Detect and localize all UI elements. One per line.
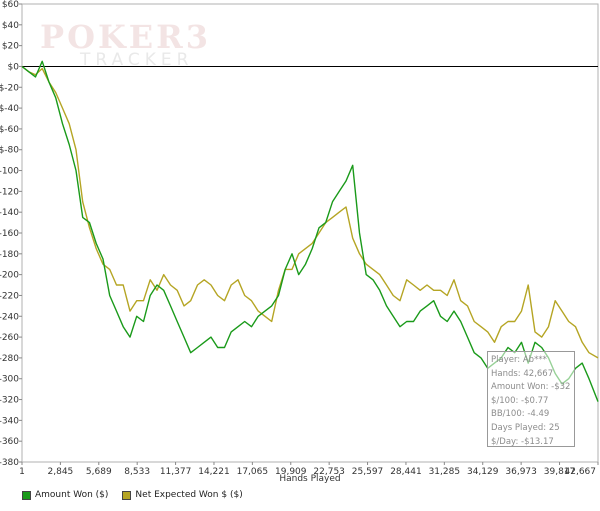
days-played: Days Played: 25 <box>491 422 560 433</box>
player-name: Player: Ab*** <box>491 355 547 365</box>
x-tick-label: 19,909 <box>275 467 307 477</box>
legend-swatch-expected-won <box>122 490 132 500</box>
y-tick-label: $-380 <box>0 458 19 468</box>
y-tick-label: $-20 <box>0 83 19 93</box>
x-tick-label: 5,689 <box>86 467 112 477</box>
x-tick-label: 22,753 <box>313 467 345 477</box>
bb-per-100: BB/100: -4.49 <box>491 409 550 420</box>
legend-label-expected-won: Net Expected Won $ ($) <box>135 490 243 500</box>
amount-won: Amount Won: -$329.33 <box>491 382 571 393</box>
chart-legend: Amount Won ($) Net Expected Won $ ($) <box>22 490 257 500</box>
y-tick-label: $40 <box>2 21 19 31</box>
player-summary-box: Player: Ab*** Hands: 42,667 Amount Won: … <box>487 351 575 447</box>
x-tick-label: 11,377 <box>160 467 192 477</box>
x-tick-label: 34,129 <box>467 467 499 477</box>
y-tick-label: $-320 <box>0 396 19 406</box>
y-tick-label: $-300 <box>0 375 19 385</box>
y-tick-label: $-60 <box>0 125 19 135</box>
hands-count: Hands: 42,667 <box>491 368 554 379</box>
y-tick-label: $-160 <box>0 229 19 239</box>
y-tick-label: $20 <box>2 42 19 52</box>
y-tick-label: $-340 <box>0 416 19 426</box>
y-tick-label: $-240 <box>0 312 19 322</box>
y-tick-label: $-140 <box>0 208 19 218</box>
x-tick-label: 31,285 <box>429 467 461 477</box>
dollars-per-day: $/Day: -$13.17 <box>491 436 554 447</box>
x-tick-label: 39,817 <box>544 467 576 477</box>
x-tick-label: 2,845 <box>48 467 74 477</box>
x-tick-label: 17,065 <box>237 467 269 477</box>
legend-item-amount-won: Amount Won ($) <box>22 490 108 500</box>
y-tick-label: $-280 <box>0 354 19 364</box>
y-tick-label: $60 <box>2 0 19 10</box>
x-tick-label: 28,441 <box>390 467 422 477</box>
x-tick-label: 14,221 <box>198 467 230 477</box>
legend-label-amount-won: Amount Won ($) <box>35 490 109 500</box>
y-tick-label: $-80 <box>0 146 19 156</box>
y-tick-label: $-220 <box>0 291 19 301</box>
dollars-per-100: $/100: -$0.77 <box>491 395 549 406</box>
x-tick-label: 1 <box>19 467 25 477</box>
y-tick-label: $-360 <box>0 437 19 447</box>
x-tick-label: 25,597 <box>352 467 384 477</box>
x-tick-label: 42,667 <box>565 467 597 477</box>
legend-item-expected-won: Net Expected Won $ ($) <box>122 490 243 500</box>
y-tick-label: $-180 <box>0 250 19 260</box>
y-tick-label: $-200 <box>0 271 19 281</box>
x-tick-label: 36,973 <box>505 467 537 477</box>
y-tick-label: $-100 <box>0 167 19 177</box>
legend-swatch-amount-won <box>22 490 31 500</box>
x-tick-label: 8,533 <box>124 467 150 477</box>
y-tick-label: $0 <box>8 62 20 72</box>
x-axis-title: Hands Played <box>279 474 340 484</box>
y-tick-label: $-120 <box>0 187 19 197</box>
y-tick-label: $-40 <box>0 104 19 114</box>
series-line-expected-won <box>21 65 599 359</box>
y-tick-label: $-260 <box>0 333 19 343</box>
